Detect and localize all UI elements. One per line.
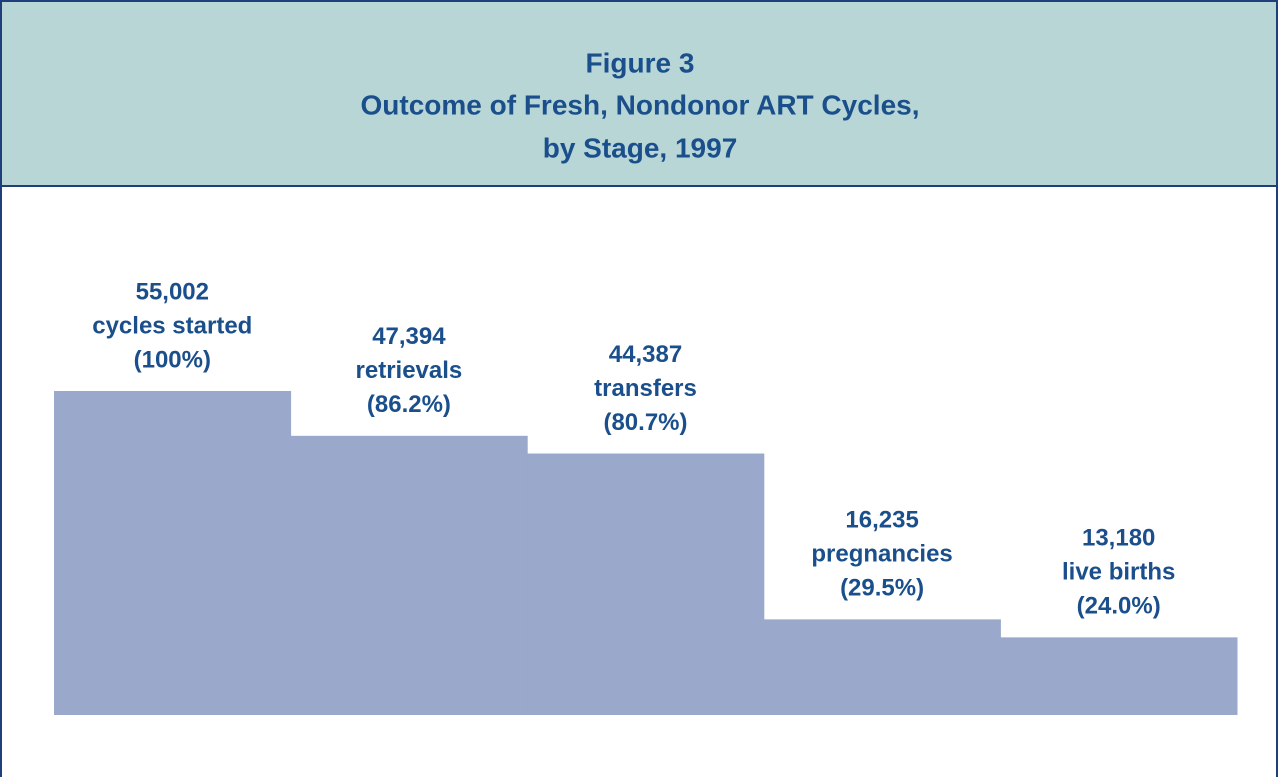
value-label: 44,387	[609, 341, 682, 368]
value-label: 55,002	[136, 278, 209, 305]
category-label: retrievals	[356, 357, 463, 384]
percent-label: (80.7%)	[603, 409, 687, 436]
value-label: 47,394	[372, 323, 446, 350]
category-label: pregnancies	[811, 541, 952, 568]
bar	[763, 619, 1001, 715]
category-label: live births	[1062, 559, 1175, 586]
value-label: 13,180	[1082, 525, 1155, 552]
bar	[527, 453, 765, 715]
percent-label: (86.2%)	[367, 391, 451, 418]
percent-label: (29.5%)	[840, 575, 924, 602]
bar	[290, 435, 528, 715]
header-panel	[0, 0, 1278, 187]
percent-label: (24.0%)	[1077, 593, 1161, 620]
bar	[54, 391, 292, 715]
value-label: 16,235	[845, 507, 918, 534]
chart-title: by Stage, 1997	[543, 132, 738, 163]
percent-label: (100%)	[134, 346, 211, 373]
category-label: cycles started	[92, 312, 252, 339]
category-label: transfers	[594, 375, 697, 402]
bar	[1000, 637, 1238, 715]
chart-title: Figure 3	[586, 47, 695, 78]
chart-title: Outcome of Fresh, Nondonor ART Cycles,	[360, 89, 919, 120]
